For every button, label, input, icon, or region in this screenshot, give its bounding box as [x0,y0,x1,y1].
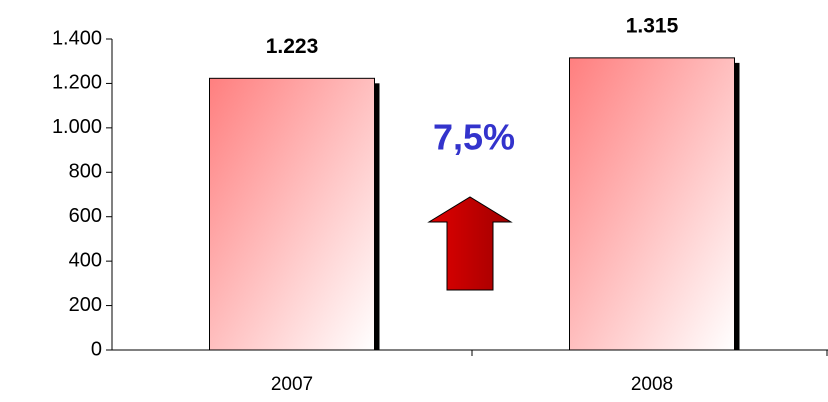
arrow [427,196,513,291]
y-tick-label: 600 [69,205,102,227]
value-label: 1.223 [266,35,319,58]
annotation: 7,5% [433,117,515,158]
x-tick-label: 2007 [271,374,313,395]
y-tick-label: 200 [69,294,102,316]
y-tick-label: 1.200 [52,72,102,94]
x-tick-label: 2008 [631,374,673,395]
y-tick-label: 1.400 [52,27,102,49]
bar [209,77,375,351]
y-tick-label: 1.000 [52,116,102,138]
value-label: 1.315 [626,14,679,37]
y-tick-label: 800 [69,161,102,183]
y-tick-label: 0 [91,338,102,360]
y-tick-label: 400 [69,249,102,271]
bar [569,57,735,351]
